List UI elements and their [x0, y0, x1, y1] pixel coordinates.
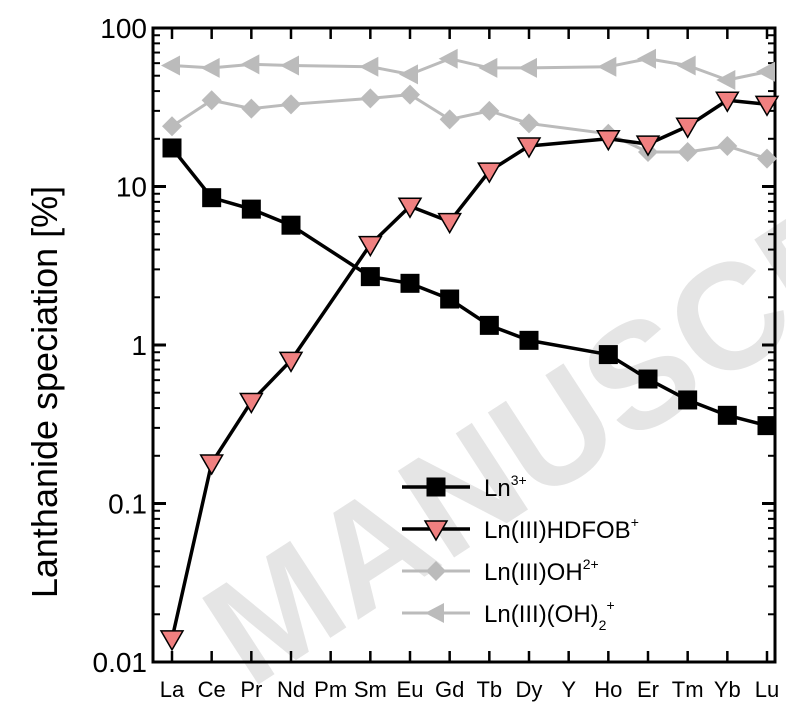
point-tm — [676, 55, 696, 76]
point-nd — [281, 94, 301, 115]
point-lu — [757, 416, 777, 436]
legend: Ln3+ Ln(III)HDFOB+ Ln(III)OH2+ Ln(III)(OH)2… — [402, 472, 639, 633]
point-lu — [757, 148, 777, 169]
point-sm — [359, 56, 379, 77]
axis-ticks: 0.01 0.1 1 10 100 La Ce Pr Nd Pm Sm Eu Gd Tb Dy Y Ho Er Tm… — [93, 13, 780, 702]
point-pr — [239, 392, 264, 415]
point-tb — [479, 315, 499, 335]
point-er — [638, 369, 658, 389]
legend-entry-2: Ln(III)HDFOB+ — [402, 514, 639, 544]
point-er — [635, 135, 661, 157]
point-lu — [756, 61, 775, 82]
legend-label: Ln(III)HDFOB+ — [484, 514, 639, 544]
legend-label: Ln3+ — [484, 472, 527, 502]
point-pr — [241, 199, 261, 219]
point-gd — [438, 48, 458, 69]
point-ho — [597, 56, 617, 77]
y-tick-label: 100 — [100, 13, 147, 44]
x-tick-label-la: La — [160, 677, 185, 702]
point-ho — [598, 345, 618, 365]
point-tb — [479, 100, 500, 121]
y-tick-label: 1 — [131, 330, 147, 361]
series-ln-iii-hdfob — [159, 91, 780, 652]
y-tick-label: 0.1 — [108, 489, 147, 520]
series-ln-iii-oh-2 — [161, 48, 775, 90]
point-eu — [399, 64, 418, 85]
x-tick-label-dy: Dy — [516, 677, 543, 702]
point-pr — [241, 98, 262, 119]
point-nd — [278, 351, 304, 373]
series-ln3 — [162, 138, 777, 436]
point-eu — [400, 84, 420, 105]
x-tick-label-tm: Tm — [672, 677, 704, 702]
series-line — [171, 93, 768, 161]
x-tick-label-lu: Lu — [755, 677, 779, 702]
point-eu — [397, 197, 423, 219]
point-tb — [477, 162, 502, 184]
x-tick-label-nd: Nd — [277, 677, 305, 702]
point-nd — [281, 215, 301, 235]
point-ho — [596, 130, 621, 152]
point-yb — [716, 69, 736, 90]
point-nd — [280, 55, 299, 76]
point-ce — [202, 188, 222, 208]
legend-entry-4: Ln(III)(OH)2+ — [402, 597, 615, 633]
y-tick-label: 10 — [116, 172, 147, 203]
point-gd — [440, 289, 460, 309]
point-gd — [439, 109, 460, 130]
point-ce — [201, 90, 222, 111]
point-sm — [360, 88, 381, 109]
point-ce — [200, 57, 220, 78]
point-yb — [717, 405, 737, 425]
point-dy — [518, 57, 537, 78]
point-dy — [516, 137, 542, 159]
point-pr — [240, 54, 260, 75]
y-tick-label: 0.01 — [93, 647, 148, 678]
data-series — [159, 48, 780, 652]
series-line — [171, 57, 768, 82]
point-lu — [754, 95, 780, 117]
watermark: MANUSCRIPT — [176, 31, 786, 702]
point-tm — [678, 390, 698, 410]
point-la — [162, 138, 182, 158]
point-la — [161, 55, 180, 76]
legend-entry-1: Ln3+ — [402, 472, 527, 502]
point-dy — [519, 330, 539, 350]
point-sm — [358, 235, 383, 258]
point-dy — [519, 113, 539, 134]
point-tm — [675, 117, 700, 139]
point-tm — [677, 142, 698, 163]
legend-marker — [423, 520, 449, 542]
point-yb — [717, 136, 738, 157]
point-la — [159, 630, 185, 652]
x-tick-label-ce: Ce — [198, 677, 226, 702]
x-tick-label-er: Er — [637, 677, 659, 702]
y-axis-label: Lanthanide speciation [%] — [24, 186, 65, 598]
point-ce — [199, 454, 224, 476]
x-tick-label-gd: Gd — [435, 677, 464, 702]
x-tick-label-yb: Yb — [714, 677, 741, 702]
legend-label: Ln(III)(OH)2+ — [484, 597, 615, 633]
x-tick-label-y: Y — [561, 677, 576, 702]
legend-marker — [426, 477, 446, 497]
x-tick-label-tb: Tb — [476, 677, 502, 702]
watermark-text: MANUSCRIPT — [176, 31, 786, 702]
x-tick-label-eu: Eu — [397, 677, 424, 702]
legend-marker — [426, 561, 446, 581]
legend-label: Ln(III)OH2+ — [484, 556, 599, 586]
x-tick-label-pr: Pr — [240, 677, 262, 702]
x-tick-label-ho: Ho — [594, 677, 622, 702]
x-tick-label-pm: Pm — [314, 677, 347, 702]
point-la — [162, 116, 182, 137]
point-yb — [715, 91, 740, 113]
point-tb — [478, 57, 498, 78]
x-tick-label-sm: Sm — [354, 677, 387, 702]
point-er — [637, 48, 656, 69]
point-eu — [400, 273, 420, 293]
point-gd — [437, 212, 462, 235]
legend-marker — [425, 603, 444, 623]
legend-entry-3: Ln(III)OH2+ — [402, 556, 599, 586]
point-sm — [360, 267, 380, 287]
